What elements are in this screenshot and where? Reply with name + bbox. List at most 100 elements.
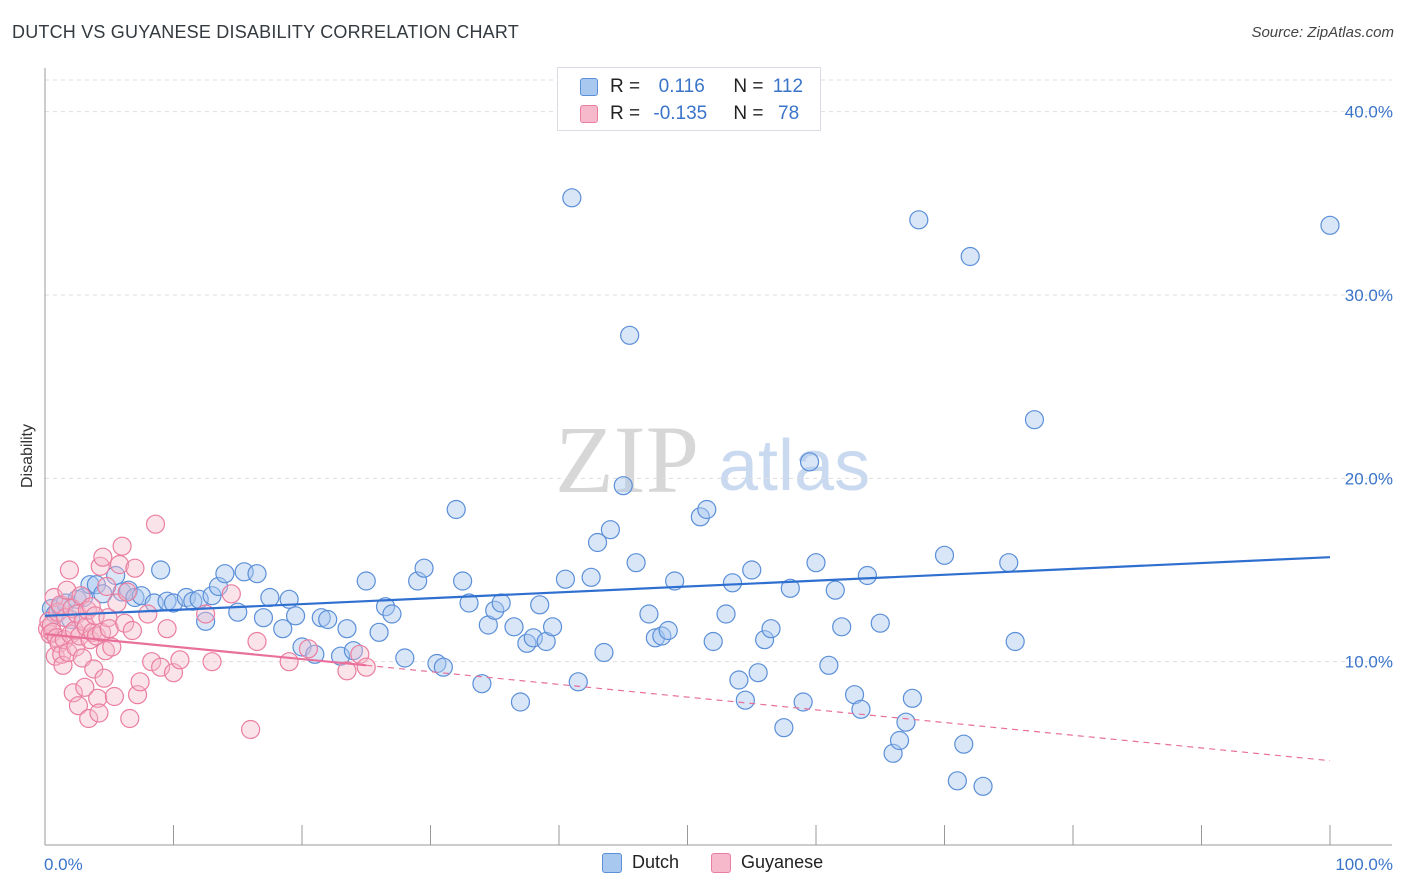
dutch-point <box>510 692 531 712</box>
dutch-point <box>337 619 357 639</box>
dutch-point <box>851 699 871 719</box>
guyanese-point <box>157 619 177 639</box>
dutch-point <box>613 476 633 496</box>
legend-item-dutch: Dutch <box>602 852 679 873</box>
dutch-point <box>433 657 453 677</box>
dutch-point <box>729 670 749 690</box>
dutch-point <box>472 674 492 694</box>
y-tick-label: 10.0% <box>1345 653 1393 672</box>
series-legend: Dutch Guyanese <box>602 852 855 873</box>
dutch-point <box>832 617 852 637</box>
y-tick-label: 30.0% <box>1345 286 1393 305</box>
guyanese-point <box>115 613 135 633</box>
dutch-point <box>247 564 267 584</box>
guyanese-point <box>120 708 140 729</box>
dutch-point <box>954 734 974 754</box>
dutch-point <box>504 617 524 637</box>
dutch-point <box>215 564 235 584</box>
dutch-point <box>485 600 505 620</box>
dutch-point <box>754 630 775 650</box>
dutch-point <box>973 776 993 796</box>
n-label: N = <box>733 76 769 97</box>
dutch-point <box>459 593 479 613</box>
dutch-point <box>453 571 473 591</box>
dutch-point <box>318 609 338 630</box>
dutch-point <box>703 631 723 652</box>
dutch-point <box>1005 631 1025 652</box>
guyanese-point <box>72 648 92 668</box>
dutch-point <box>857 565 878 586</box>
guyanese-point <box>59 560 80 580</box>
dutch-point <box>253 608 274 628</box>
dutch-point <box>1024 410 1045 430</box>
watermark-atlas: atlas <box>718 426 870 506</box>
guyanese-point <box>53 655 73 675</box>
guyanese-point <box>130 672 150 692</box>
dutch-point <box>356 571 376 591</box>
guyanese-point <box>112 536 132 556</box>
guyanese-point <box>247 631 267 652</box>
dutch-point <box>748 663 768 683</box>
guyanese-point <box>170 650 190 670</box>
dutch-point <box>446 499 466 520</box>
chart-title: DUTCH VS GUYANESE DISABILITY CORRELATION… <box>12 22 519 42</box>
dutch-point <box>947 771 967 791</box>
dutch-point <box>774 718 794 738</box>
dutch-point <box>620 325 640 345</box>
dutch-point <box>530 595 550 615</box>
guyanese-point <box>94 668 114 688</box>
dutch-point <box>825 580 845 600</box>
watermark-zip: ZIP <box>555 406 699 513</box>
guyanese-point <box>89 703 109 723</box>
r-label: R = <box>610 76 646 97</box>
guyanese-point <box>337 661 357 681</box>
tick-labels: 10.0% 20.0% 30.0% 40.0% 0.0% 100.0% <box>44 103 1393 874</box>
dutch-point <box>742 560 762 580</box>
dutch-point <box>562 188 582 208</box>
guyanese-point <box>356 657 376 677</box>
dutch-point <box>555 569 576 589</box>
dutch-point <box>414 558 434 578</box>
dutch-point <box>375 597 396 617</box>
dutch-point <box>658 620 678 641</box>
dutch-swatch <box>580 78 598 96</box>
guyanese-point <box>57 580 77 600</box>
guyanese-point <box>202 652 222 672</box>
guyanese-point <box>298 639 319 659</box>
guyanese-point <box>241 719 261 740</box>
dutch-point <box>909 210 929 230</box>
guyanese-trend-line <box>44 633 367 667</box>
guyanese-legend-swatch <box>711 852 732 873</box>
dutch-point <box>626 553 646 573</box>
dutch-point <box>382 604 402 624</box>
dutch-point <box>600 520 621 540</box>
guyanese-point <box>138 604 158 624</box>
guyanese-point <box>75 677 95 697</box>
r-value: -0.135 <box>653 103 708 124</box>
r-value: 0.116 <box>653 76 705 97</box>
dutch-point <box>697 499 717 520</box>
guyanese-point <box>104 686 124 707</box>
y-tick-label: 20.0% <box>1345 469 1393 488</box>
source-label: Source: ZipAtlas.com <box>1251 24 1394 41</box>
dutch-point <box>780 578 800 598</box>
guyanese-point <box>102 637 122 657</box>
dutch-point <box>799 452 820 472</box>
guyanese-point <box>109 554 130 575</box>
guyanese-point <box>88 688 108 708</box>
dutch-point <box>896 712 916 732</box>
guyanese-point <box>221 584 241 604</box>
guyanese-point <box>125 558 145 578</box>
dutch-point <box>960 246 980 267</box>
guyanese-swatch <box>580 105 598 123</box>
guyanese-trend-extension <box>366 664 1331 762</box>
dutch-point <box>793 692 813 712</box>
dutch-legend-swatch <box>602 852 622 873</box>
guyanese-point <box>63 683 83 703</box>
dutch-point <box>542 617 563 637</box>
dutch-point <box>491 593 511 613</box>
guyanese-point <box>122 620 142 641</box>
dutch-point <box>587 532 608 553</box>
dutch-point <box>311 608 331 628</box>
dutch-point <box>999 553 1019 573</box>
